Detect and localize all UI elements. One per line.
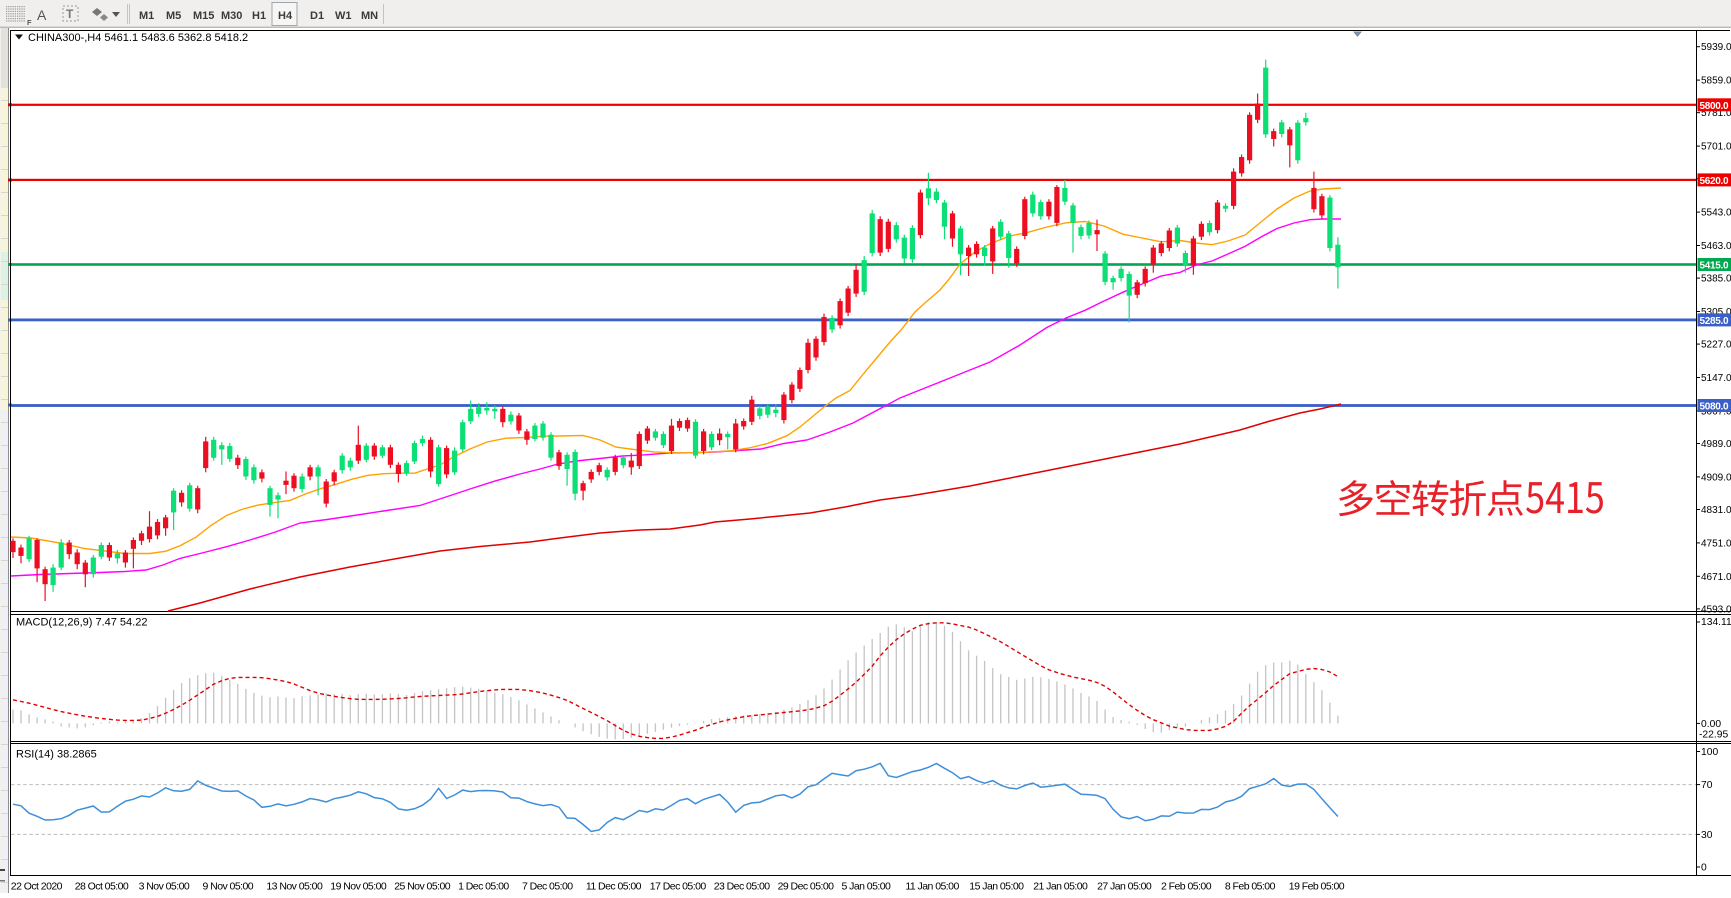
svg-text:134.11: 134.11 <box>1701 617 1731 628</box>
svg-text:H1: H1 <box>252 10 266 22</box>
svg-text:W1: W1 <box>335 10 352 22</box>
svg-text:21 Jan 05:00: 21 Jan 05:00 <box>1033 881 1088 893</box>
svg-text:2 Feb 05:00: 2 Feb 05:00 <box>1161 881 1212 893</box>
svg-text:28 Oct 05:00: 28 Oct 05:00 <box>75 881 129 893</box>
svg-text:T: T <box>66 7 74 21</box>
svg-text:13 Nov 05:00: 13 Nov 05:00 <box>266 881 323 893</box>
svg-text:MN: MN <box>361 10 378 22</box>
svg-text:25 Nov 05:00: 25 Nov 05:00 <box>394 881 451 893</box>
svg-text:17 Dec 05:00: 17 Dec 05:00 <box>650 881 707 893</box>
svg-text:5800.0: 5800.0 <box>1700 101 1730 112</box>
svg-text:8 Feb 05:00: 8 Feb 05:00 <box>1225 881 1276 893</box>
svg-text:5227.0: 5227.0 <box>1701 340 1731 351</box>
svg-text:23 Dec 05:00: 23 Dec 05:00 <box>714 881 771 893</box>
svg-text:A: A <box>37 7 47 23</box>
svg-text:0.00: 0.00 <box>1701 719 1721 730</box>
svg-text:22 Oct 2020: 22 Oct 2020 <box>11 881 63 893</box>
svg-text:4751.0: 4751.0 <box>1701 538 1731 549</box>
svg-text:7 Dec 05:00: 7 Dec 05:00 <box>522 881 573 893</box>
svg-text:5285.0: 5285.0 <box>1700 316 1730 327</box>
svg-text:0: 0 <box>1701 863 1707 874</box>
svg-text:RSI(14) 38.2865: RSI(14) 38.2865 <box>16 749 97 761</box>
svg-text:1 Dec 05:00: 1 Dec 05:00 <box>458 881 509 893</box>
svg-text:M15: M15 <box>193 10 214 22</box>
svg-text:-22.95: -22.95 <box>1699 730 1728 741</box>
svg-text:5543.0: 5543.0 <box>1701 208 1731 219</box>
svg-text:30: 30 <box>1701 830 1713 841</box>
svg-text:4909.0: 4909.0 <box>1701 472 1731 483</box>
svg-text:5080.0: 5080.0 <box>1700 402 1730 413</box>
svg-text:5939.0: 5939.0 <box>1701 42 1731 53</box>
svg-text:4671.0: 4671.0 <box>1701 572 1731 583</box>
svg-text:CHINA300-,H4 5461.1 5483.6 53: CHINA300-,H4 5461.1 5483.6 5362.8 5418.2 <box>28 32 248 44</box>
svg-text:5701.0: 5701.0 <box>1701 142 1731 153</box>
svg-text:5147.0: 5147.0 <box>1701 373 1731 384</box>
svg-text:15 Jan 05:00: 15 Jan 05:00 <box>969 881 1024 893</box>
svg-text:5415.0: 5415.0 <box>1700 261 1730 272</box>
svg-text:5859.0: 5859.0 <box>1701 76 1731 87</box>
svg-text:M5: M5 <box>166 10 181 22</box>
svg-text:27 Jan 05:00: 27 Jan 05:00 <box>1097 881 1152 893</box>
svg-text:4831.0: 4831.0 <box>1701 505 1731 516</box>
svg-text:M30: M30 <box>221 10 242 22</box>
svg-text:9 Nov 05:00: 9 Nov 05:00 <box>203 881 254 893</box>
svg-text:5463.0: 5463.0 <box>1701 241 1731 252</box>
svg-text:M1: M1 <box>139 10 154 22</box>
svg-text:5620.0: 5620.0 <box>1700 176 1730 187</box>
svg-text:29 Dec 05:00: 29 Dec 05:00 <box>778 881 835 893</box>
svg-text:3 Nov 05:00: 3 Nov 05:00 <box>139 881 190 893</box>
svg-text:5385.0: 5385.0 <box>1701 274 1731 285</box>
svg-text:11 Dec 05:00: 11 Dec 05:00 <box>586 881 642 893</box>
svg-text:4593.0: 4593.0 <box>1701 604 1731 615</box>
svg-text:MACD(12,26,9) 7.47 54.22: MACD(12,26,9) 7.47 54.22 <box>16 617 147 629</box>
svg-text:70: 70 <box>1701 780 1713 791</box>
svg-text:100: 100 <box>1701 747 1718 758</box>
svg-text:5 Jan 05:00: 5 Jan 05:00 <box>842 881 892 893</box>
svg-text:4989.0: 4989.0 <box>1701 439 1731 450</box>
svg-text:19 Nov 05:00: 19 Nov 05:00 <box>330 881 387 893</box>
svg-text:19 Feb 05:00: 19 Feb 05:00 <box>1289 881 1345 893</box>
svg-text:11 Jan 05:00: 11 Jan 05:00 <box>905 881 959 893</box>
svg-text:D1: D1 <box>310 10 324 22</box>
svg-text:H4: H4 <box>278 10 293 22</box>
svg-text:F: F <box>27 18 32 27</box>
